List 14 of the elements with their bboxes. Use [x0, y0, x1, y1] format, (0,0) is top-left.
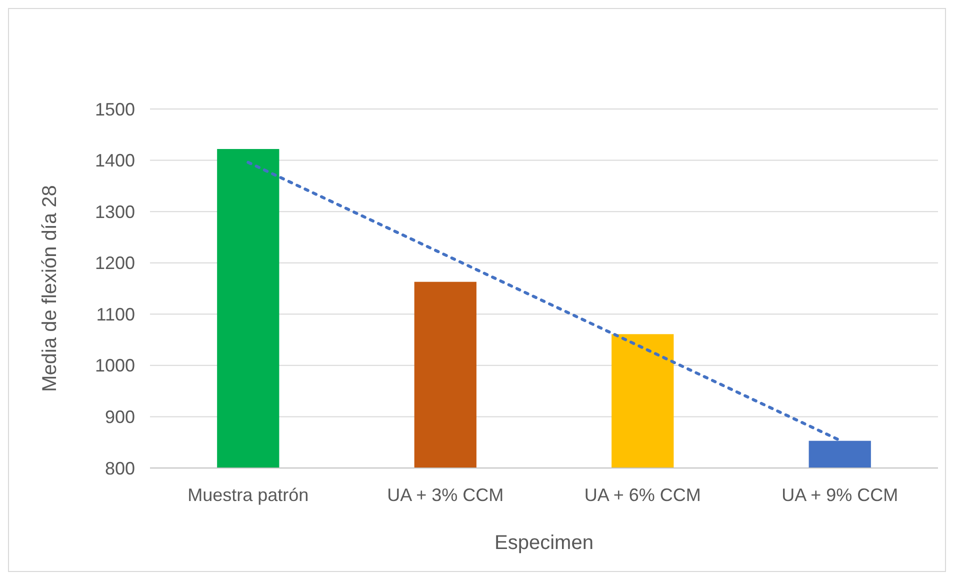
x-tick-label: UA + 9% CCM	[782, 485, 898, 505]
x-tick-label: UA + 6% CCM	[584, 485, 701, 505]
y-tick-label: 900	[104, 407, 135, 428]
x-tick-label: UA + 3% CCM	[387, 485, 504, 505]
x-axis-title: Especimen	[494, 532, 594, 554]
y-tick-label: 1100	[96, 304, 135, 324]
y-tick-label: 1500	[94, 99, 135, 120]
y-tick-label: 1400	[94, 150, 135, 171]
y-axis-title: Media de flexión día 28	[39, 185, 61, 392]
y-tick-label: 1200	[94, 253, 135, 274]
y-tick-label: 800	[104, 458, 135, 478]
y-tick-label: 1300	[94, 202, 135, 222]
x-tick-label: Muestra patrón	[188, 485, 309, 505]
y-tick-label: 1000	[94, 356, 135, 376]
